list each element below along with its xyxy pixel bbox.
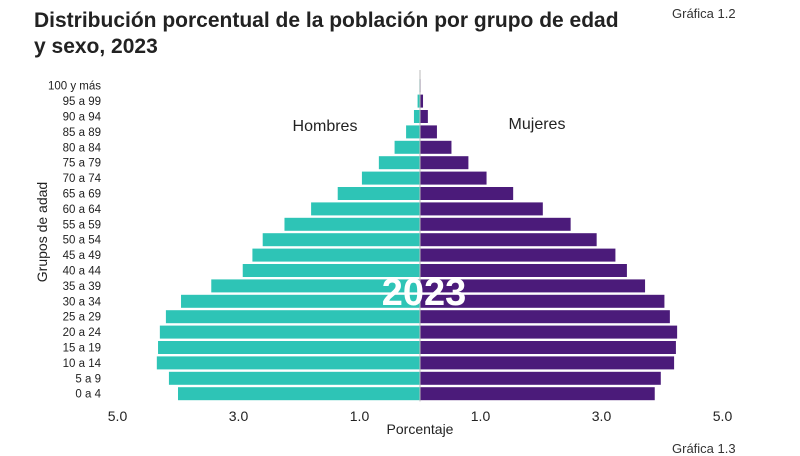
bar-mujeres-45-a-49	[420, 248, 616, 262]
x-tick-label: 1.0	[471, 408, 491, 424]
x-axis-label: Porcentaje	[387, 421, 454, 437]
age-group-label: 50 a 54	[63, 235, 102, 247]
bar-hombres-90-a-94	[413, 110, 420, 123]
bar-mujeres-5-a-9	[420, 371, 661, 385]
age-group-label: 45 a 49	[63, 250, 101, 262]
bar-mujeres-75-a-79	[420, 156, 469, 170]
bar-mujeres-25-a-29	[420, 310, 670, 324]
bar-hombres-55-a-59	[284, 217, 420, 231]
x-tick-label: 1.0	[350, 408, 370, 424]
legend-mujeres: Mujeres	[509, 116, 566, 133]
age-group-label: 85 a 89	[63, 127, 101, 139]
figure-label: Gráfica 1.2	[672, 6, 736, 21]
bar-mujeres-15-a-19	[420, 341, 676, 354]
bar-mujeres-50-a-54	[420, 233, 597, 247]
age-group-label: 15 a 19	[63, 343, 101, 355]
legend-hombres: Hombres	[293, 118, 358, 135]
age-group-label: 35 a 39	[63, 281, 101, 293]
x-tick-labels: 5.0 3.0 1.0 1.0 3.0 5.0	[108, 408, 733, 424]
bar-hombres-30-a-34	[181, 294, 420, 308]
age-group-label: 100 y más	[48, 81, 101, 93]
bar-mujeres-85-a-89	[420, 125, 437, 139]
year-watermark: 2023	[382, 272, 467, 314]
age-group-label: 25 a 29	[63, 312, 101, 324]
mujeres-bars	[420, 79, 678, 401]
age-group-label: 60 a 64	[63, 204, 102, 216]
bar-mujeres-20-a-24	[420, 325, 678, 339]
bar-hombres-45-a-49	[252, 248, 420, 262]
bar-hombres-95-a-99	[417, 94, 420, 108]
age-group-label: 10 a 14	[63, 358, 102, 370]
y-axis-label: Grupos de adad	[34, 182, 50, 282]
bar-mujeres-60-a-64	[420, 202, 543, 216]
age-group-label: 5 a 9	[75, 373, 101, 385]
bar-hombres-35-a-39	[211, 279, 420, 293]
x-tick-label: 3.0	[229, 408, 249, 424]
bar-hombres-50-a-54	[262, 233, 420, 247]
age-group-label: 30 a 34	[63, 296, 102, 308]
age-group-label: 20 a 24	[63, 327, 102, 339]
x-tick-label: 5.0	[108, 408, 128, 424]
bar-hombres-60-a-64	[311, 202, 420, 216]
bar-hombres-20-a-24	[159, 325, 420, 339]
bar-hombres-5-a-9	[168, 371, 420, 385]
age-group-label: 0 a 4	[75, 389, 101, 401]
age-group-label: 70 a 74	[63, 173, 102, 185]
chart-title: Distribución porcentual de la población …	[34, 9, 619, 58]
bar-mujeres-0-a-4	[420, 387, 655, 401]
bar-mujeres-10-a-14	[420, 356, 675, 370]
age-group-label: 95 a 99	[63, 96, 101, 108]
age-group-label: 75 a 79	[63, 158, 101, 170]
age-group-label: 40 a 44	[63, 266, 102, 278]
bar-mujeres-80-a-84	[420, 140, 452, 154]
age-group-labels: 0 a 4 5 a 9 10 a 14 15 a 19 20 a 24 25 a 29 30…	[48, 81, 102, 401]
age-group-label: 80 a 84	[63, 142, 102, 154]
age-group-label: 55 a 59	[63, 219, 101, 231]
bar-mujeres-95-a-99	[420, 94, 424, 108]
bar-hombres-80-a-84	[394, 140, 420, 154]
bar-mujeres-30-a-34	[420, 294, 665, 308]
hombres-bars	[156, 79, 420, 401]
bar-hombres-85-a-89	[406, 125, 420, 139]
bar-hombres-25-a-29	[165, 310, 420, 324]
bar-mujeres-65-a-69	[420, 187, 514, 200]
bar-mujeres-55-a-59	[420, 217, 571, 231]
bar-mujeres-40-a-44	[420, 264, 627, 277]
bar-hombres-10-a-14	[156, 356, 420, 370]
bar-hombres-40-a-44	[242, 264, 420, 277]
bar-hombres-15-a-19	[158, 341, 420, 354]
bar-mujeres-90-a-94	[420, 110, 428, 123]
age-group-label: 65 a 69	[63, 189, 101, 201]
age-group-label: 90 a 94	[63, 112, 102, 124]
x-tick-label: 3.0	[592, 408, 612, 424]
bar-hombres-70-a-74	[361, 171, 420, 185]
bar-mujeres-35-a-39	[420, 279, 646, 293]
bar-hombres-65-a-69	[337, 187, 420, 200]
x-tick-label: 5.0	[713, 408, 733, 424]
bar-mujeres-70-a-74	[420, 171, 487, 185]
bar-hombres-0-a-4	[178, 387, 420, 401]
bar-hombres-75-a-79	[378, 156, 420, 170]
